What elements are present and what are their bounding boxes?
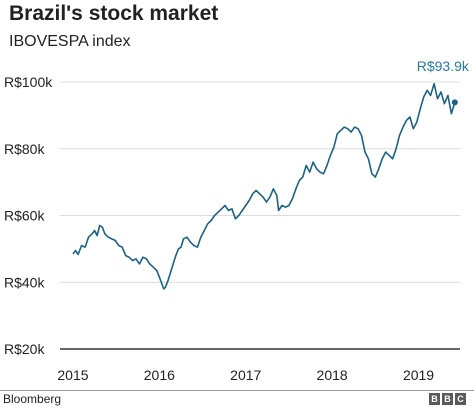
chart-subtitle: IBOVESPA index (9, 33, 131, 50)
y-tick-label: R$20k (4, 341, 45, 357)
y-axis-tick-labels: R$20k R$40k R$60k R$80k R$100k (4, 74, 53, 357)
chart-title: Brazil's stock market (9, 2, 219, 25)
end-value-label: R$93.9k (417, 58, 470, 74)
series-end-point (451, 99, 458, 106)
y-tick-label: R$40k (4, 274, 45, 290)
bbc-logo-block: B (429, 393, 440, 405)
bbc-logo: B B C (429, 393, 466, 405)
x-tick-label: 2015 (57, 367, 88, 383)
series-layer (72, 82, 458, 290)
x-tick-label: 2018 (317, 367, 348, 383)
footer-divider (0, 390, 474, 391)
x-axis-tick-labels: 2015 2016 2017 2018 2019 (57, 367, 434, 383)
y-tick-label: R$60k (4, 208, 45, 224)
x-tick-label: 2017 (230, 367, 261, 383)
y-tick-label: R$100k (4, 74, 53, 90)
bbc-logo-block: C (455, 393, 466, 405)
source-credit: Bloomberg (3, 392, 62, 406)
annotation-layer: R$93.9k (417, 58, 470, 74)
x-tick-label: 2016 (144, 367, 175, 383)
x-tick-label: 2019 (403, 367, 434, 383)
y-tick-label: R$80k (4, 141, 45, 157)
bbc-logo-block: B (442, 393, 453, 405)
series-line (72, 82, 456, 290)
gridlines (60, 81, 460, 350)
